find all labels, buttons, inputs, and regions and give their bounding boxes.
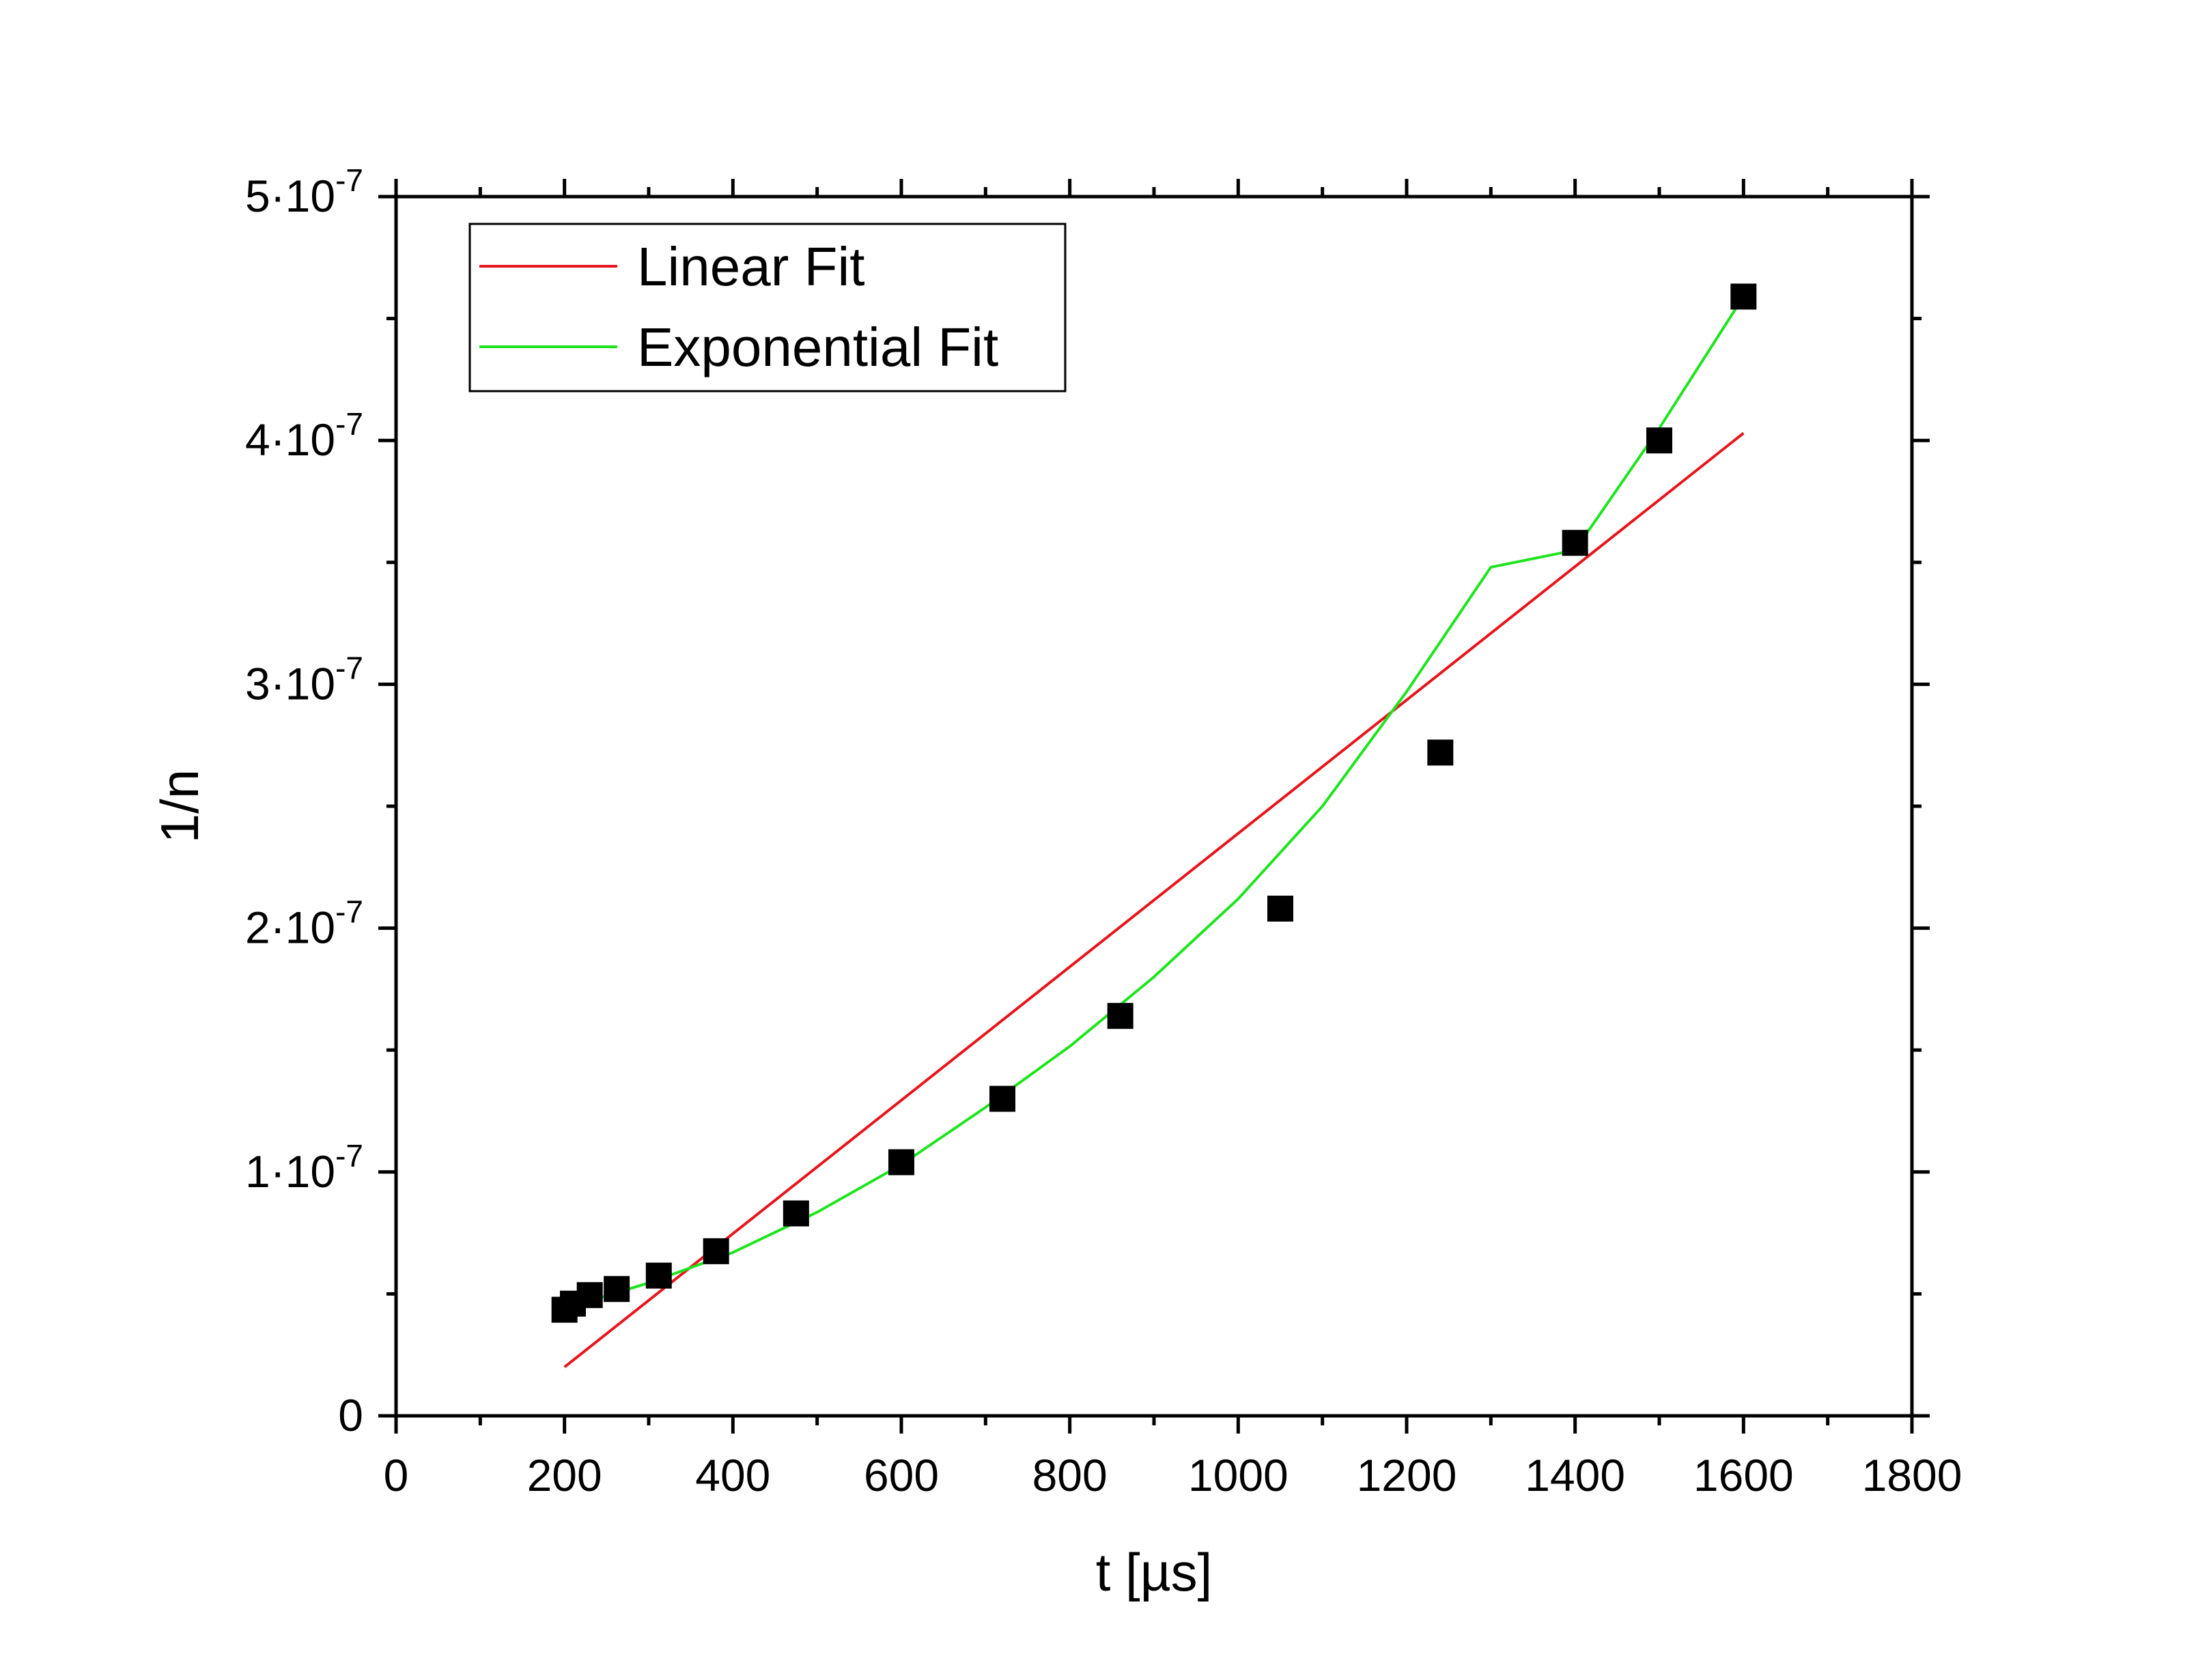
data-point <box>1427 739 1454 766</box>
x-tick-label: 800 <box>1032 1450 1108 1500</box>
y-axis-title: 1/n <box>150 769 210 843</box>
y-tick-label: 0 <box>338 1390 363 1440</box>
y-tick-label: 4·10-7 <box>245 406 363 465</box>
x-tick-label: 1000 <box>1188 1450 1289 1500</box>
data-point <box>783 1200 809 1227</box>
y-tick-mantissa: 0 <box>338 1390 363 1440</box>
data-point <box>888 1149 914 1176</box>
x-tick-label: 200 <box>527 1450 602 1500</box>
y-tick-label: 3·10-7 <box>245 650 363 709</box>
series-layer <box>551 283 1757 1369</box>
x-tick-label: 600 <box>864 1450 939 1500</box>
data-point <box>576 1282 603 1309</box>
y-tick-exponent: -7 <box>335 894 363 930</box>
y-tick-exponent: -7 <box>335 1138 363 1173</box>
y-tick-mantissa: 3·10 <box>245 658 335 709</box>
data-point <box>1646 427 1672 454</box>
x-tick-label: 0 <box>384 1450 409 1500</box>
exponential-fit-line <box>564 296 1745 1310</box>
legend-box <box>468 223 1067 393</box>
data-point <box>645 1262 672 1289</box>
data-point <box>703 1238 729 1264</box>
plot-frame <box>394 195 1914 1418</box>
y-tick-label: 1·10-7 <box>245 1138 363 1197</box>
y-tick-label: 5·10-7 <box>245 162 363 221</box>
y-tick-exponent: -7 <box>335 650 363 685</box>
y-tick-label: 2·10-7 <box>245 894 363 953</box>
legend-label-exponential-fit: Exponential Fit <box>637 317 998 378</box>
x-tick-label: 1400 <box>1525 1450 1625 1500</box>
x-tick-label: 1600 <box>1693 1450 1794 1500</box>
data-point <box>989 1085 1015 1112</box>
y-tick-mantissa: 1·10 <box>245 1146 335 1197</box>
data-point <box>1267 896 1293 922</box>
data-point <box>1107 1003 1134 1029</box>
data-point <box>1730 283 1757 310</box>
x-tick-label: 400 <box>695 1450 770 1500</box>
legend: Linear Fit Exponential Fit <box>468 223 1067 393</box>
y-tick-exponent: -7 <box>335 406 363 442</box>
data-point <box>604 1276 630 1302</box>
y-tick-mantissa: 2·10 <box>245 902 335 953</box>
x-tick-label: 1200 <box>1357 1450 1457 1500</box>
x-tick-label: 1800 <box>1862 1450 1962 1500</box>
linear-fit-line <box>563 431 1745 1369</box>
data-point <box>1562 530 1588 556</box>
x-axis-title: t [µs] <box>1096 1542 1213 1602</box>
y-tick-exponent: -7 <box>335 162 363 198</box>
y-tick-mantissa: 5·10 <box>245 171 335 221</box>
legend-label-linear-fit: Linear Fit <box>637 236 864 297</box>
axes-layer: 0 200 400 600 800 1000 1200 1400 1600 180001·10-7… <box>245 162 1962 1500</box>
y-tick-mantissa: 4·10 <box>245 414 335 465</box>
